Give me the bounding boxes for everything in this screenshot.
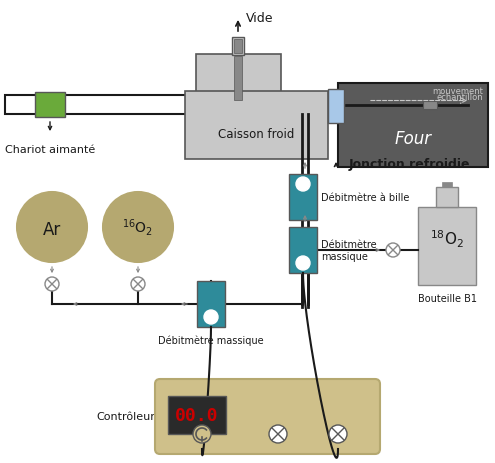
Bar xyxy=(234,57,242,101)
Text: Vide: Vide xyxy=(246,12,274,25)
Circle shape xyxy=(17,193,87,263)
Circle shape xyxy=(193,425,211,443)
Text: Contrôleur: Contrôleur xyxy=(96,412,155,422)
Text: $^{18}$O$_2$: $^{18}$O$_2$ xyxy=(430,228,464,250)
Text: mouvement: mouvement xyxy=(432,86,483,95)
Text: Voie 2: Voie 2 xyxy=(321,399,355,409)
Bar xyxy=(423,101,437,109)
Bar xyxy=(232,38,244,56)
Circle shape xyxy=(386,244,400,257)
Bar xyxy=(338,84,488,168)
Bar xyxy=(289,227,317,274)
Text: Débitmètre massique: Débitmètre massique xyxy=(158,335,264,346)
Bar xyxy=(5,96,330,115)
FancyBboxPatch shape xyxy=(155,379,380,454)
Text: Bouteille B1: Bouteille B1 xyxy=(417,294,477,303)
Bar xyxy=(234,40,242,54)
Bar xyxy=(328,90,344,124)
Bar xyxy=(418,207,476,285)
Circle shape xyxy=(103,193,173,263)
Text: Four: Four xyxy=(395,129,432,147)
Bar xyxy=(197,282,225,327)
Text: Chariot aimanté: Chariot aimanté xyxy=(5,144,95,155)
Circle shape xyxy=(204,310,218,324)
Text: Débitmètre
massique: Débitmètre massique xyxy=(321,240,377,261)
Bar xyxy=(442,182,452,188)
Text: $^{16}$O$_2$: $^{16}$O$_2$ xyxy=(122,217,153,238)
Circle shape xyxy=(296,257,310,270)
Bar xyxy=(289,175,317,220)
Text: Ar: Ar xyxy=(43,220,61,238)
Circle shape xyxy=(131,277,145,291)
Bar xyxy=(168,396,226,434)
Text: Voie 1: Voie 1 xyxy=(261,399,295,409)
Circle shape xyxy=(329,425,347,443)
Text: Jonction refroidie: Jonction refroidie xyxy=(349,158,471,171)
Text: 00.0: 00.0 xyxy=(175,406,219,424)
Bar xyxy=(35,93,65,118)
Bar xyxy=(185,92,328,160)
Bar xyxy=(196,55,281,103)
Bar xyxy=(436,188,458,207)
Circle shape xyxy=(45,277,59,291)
Text: Caisson froid: Caisson froid xyxy=(218,127,295,140)
Text: Débitmètre à bille: Débitmètre à bille xyxy=(321,193,409,202)
Text: échantillon: échantillon xyxy=(437,94,483,102)
Circle shape xyxy=(296,178,310,192)
Circle shape xyxy=(269,425,287,443)
